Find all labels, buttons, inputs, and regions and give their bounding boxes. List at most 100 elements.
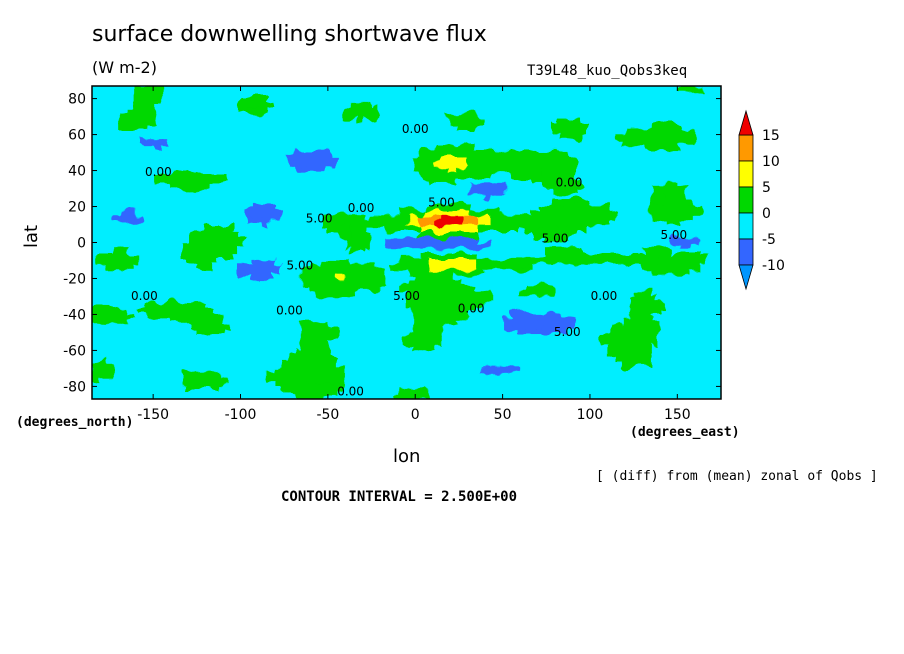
field-cell xyxy=(511,155,519,162)
field-cell xyxy=(608,252,617,259)
field-cell xyxy=(182,242,191,249)
field-cell xyxy=(545,258,554,265)
field-cell xyxy=(434,145,442,152)
field-cell xyxy=(552,328,561,335)
field-cell xyxy=(601,209,610,216)
field-cell xyxy=(259,107,268,114)
field-cell xyxy=(308,166,316,173)
field-cell xyxy=(126,112,135,119)
field-cell xyxy=(266,215,275,222)
field-cell xyxy=(441,155,449,162)
field-cell xyxy=(552,172,561,179)
contour-label: 5.00 xyxy=(306,212,333,226)
field-cell xyxy=(203,177,212,184)
field-cell xyxy=(357,118,365,125)
field-cell xyxy=(545,328,554,335)
field-cell xyxy=(322,328,330,335)
field-cell xyxy=(511,317,519,324)
field-cell xyxy=(434,226,442,233)
field-cell xyxy=(552,258,561,265)
field-cell xyxy=(538,323,547,330)
field-cell xyxy=(126,215,135,222)
field-cell xyxy=(420,161,428,168)
field-cell xyxy=(476,242,484,249)
field-cell xyxy=(552,220,561,227)
field-cell xyxy=(566,204,575,211)
field-cell xyxy=(657,134,666,141)
field-cell xyxy=(315,263,323,270)
field-cell xyxy=(685,263,694,270)
field-cell xyxy=(462,118,470,125)
field-cell xyxy=(462,236,470,243)
field-cell xyxy=(168,177,177,184)
field-cell xyxy=(238,107,247,114)
field-cell xyxy=(322,220,330,227)
field-cell xyxy=(343,215,351,222)
contour-label: 0.00 xyxy=(556,176,583,190)
field-cell xyxy=(636,317,645,324)
field-cell xyxy=(210,382,219,389)
field-cell xyxy=(692,86,701,92)
field-cell xyxy=(552,236,561,243)
field-cell xyxy=(685,215,694,222)
x-tick-label: 100 xyxy=(577,407,604,423)
field-cell xyxy=(175,177,184,184)
field-cell xyxy=(189,323,198,330)
field-cell xyxy=(154,91,163,98)
field-cell xyxy=(350,247,358,254)
field-cell xyxy=(629,328,638,335)
field-cell xyxy=(336,371,344,378)
field-cell xyxy=(322,269,330,276)
field-cell xyxy=(622,339,631,346)
field-cell xyxy=(420,155,428,162)
field-cell xyxy=(573,215,582,222)
field-cell xyxy=(629,301,638,308)
field-cell xyxy=(182,177,191,184)
field-cell xyxy=(671,193,680,200)
field-cell xyxy=(538,220,547,227)
x-tick-label: 150 xyxy=(664,407,691,423)
field-cell xyxy=(643,350,652,357)
field-cell xyxy=(643,355,652,362)
field-cell xyxy=(105,371,114,378)
field-cell xyxy=(636,339,645,346)
field-cell xyxy=(671,199,680,206)
field-cell xyxy=(112,215,121,222)
field-cell xyxy=(657,188,666,195)
field-cell xyxy=(420,339,428,346)
field-cell xyxy=(322,161,330,168)
field-cell xyxy=(406,339,414,346)
field-cell xyxy=(231,231,240,238)
field-cell xyxy=(448,112,456,119)
field-cell xyxy=(594,258,603,265)
field-cell xyxy=(378,220,386,227)
field-cell xyxy=(189,377,198,384)
field-cell xyxy=(615,328,624,335)
field-cell xyxy=(273,366,281,373)
field-cell xyxy=(552,166,561,173)
field-cell xyxy=(112,317,121,324)
field-cell xyxy=(476,220,484,227)
field-cell xyxy=(434,209,442,216)
field-cell xyxy=(580,220,589,227)
field-cell xyxy=(287,161,295,168)
field-cell xyxy=(140,91,149,98)
field-cell xyxy=(636,355,645,362)
field-cell xyxy=(189,306,198,313)
field-cell xyxy=(643,312,652,319)
field-cell xyxy=(559,150,568,157)
field-cell xyxy=(483,366,491,373)
field-cell xyxy=(119,247,128,254)
field-cell xyxy=(608,333,617,340)
field-cell xyxy=(434,155,442,162)
field-cell xyxy=(629,355,638,362)
field-cell xyxy=(336,285,344,292)
field-cell xyxy=(329,274,337,281)
field-cell xyxy=(182,306,191,313)
field-cell xyxy=(350,274,358,281)
field-cell xyxy=(315,355,323,362)
field-cell xyxy=(441,285,449,292)
field-cell xyxy=(532,177,540,184)
field-cell xyxy=(671,236,680,243)
field-cell xyxy=(182,252,191,259)
